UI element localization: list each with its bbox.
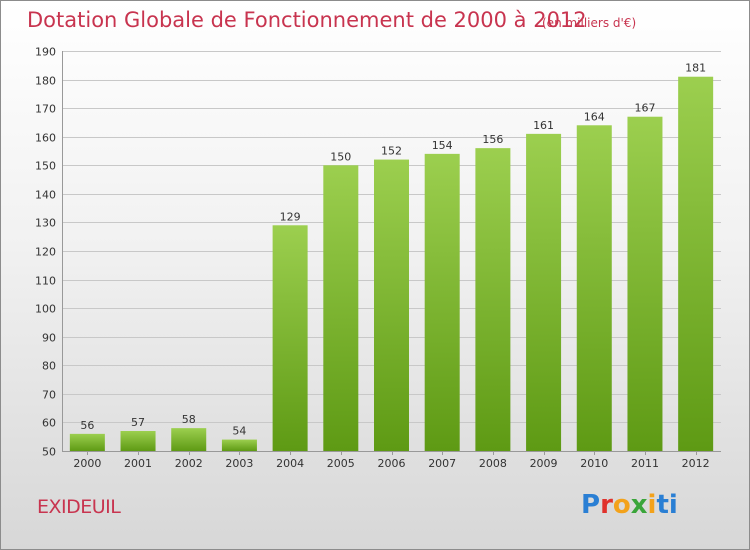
bar-value-label: 54 (232, 425, 246, 438)
bar-value-label: 167 (634, 102, 655, 115)
commune-name: EXIDEUIL (37, 496, 121, 518)
bar-value-label: 161 (533, 119, 554, 132)
y-tick-label: 120 (35, 246, 56, 259)
bar-value-label: 129 (280, 210, 301, 223)
logo-letter: x (630, 490, 648, 520)
y-tick-label: 180 (35, 75, 56, 88)
logo-letter: o (612, 490, 631, 520)
bar (221, 439, 257, 451)
y-tick-label: 170 (35, 103, 56, 116)
y-tick-label: 100 (35, 303, 56, 316)
y-tick-label: 50 (42, 446, 56, 459)
y-tick-label: 150 (35, 160, 56, 173)
bar-value-label: 164 (584, 110, 605, 123)
x-tick-label: 2012 (682, 457, 710, 470)
axes: 50 60 70 80 90 100 110 120 130 140 150 160 170 180 190… (35, 46, 721, 470)
x-tick-label: 2003 (225, 457, 253, 470)
bar-value-label: 57 (131, 416, 145, 429)
bar-value-label: 150 (330, 150, 351, 163)
bar-value-label: 154 (432, 139, 453, 152)
bar (120, 431, 156, 451)
x-tick-label: 2002 (175, 457, 203, 470)
x-tick-label: 2005 (327, 457, 355, 470)
proxiti-logo: Proxiti (581, 490, 678, 520)
bar-value-label: 152 (381, 145, 402, 158)
bar-value-label: 56 (80, 419, 94, 432)
x-tick-label: 2006 (378, 457, 406, 470)
bar-value-label: 58 (182, 413, 196, 426)
y-tick-label: 140 (35, 189, 56, 202)
y-tick-label: 160 (35, 132, 56, 145)
y-tick-label: 90 (42, 332, 56, 345)
bars (69, 76, 714, 452)
y-tick-label: 110 (35, 275, 56, 288)
bar (69, 433, 105, 451)
logo-letter: P (581, 490, 601, 520)
bar (678, 76, 714, 451)
bar (475, 148, 511, 451)
bar (374, 159, 409, 452)
x-tick-label: 2008 (479, 457, 507, 470)
bar (171, 428, 207, 451)
bar (627, 116, 663, 451)
bar (323, 165, 359, 452)
logo-letter: t (656, 490, 669, 520)
bar (576, 125, 612, 452)
logo-letter: r (600, 490, 613, 520)
logo-letter: i (668, 490, 678, 520)
bar (526, 133, 562, 451)
y-tick-label: 60 (42, 417, 56, 430)
logo-letter: i (647, 490, 657, 520)
y-tick-label: 190 (35, 46, 56, 59)
y-tick-label: 70 (42, 389, 56, 402)
bar (424, 153, 460, 451)
bar (272, 225, 308, 451)
x-tick-label: 2001 (124, 457, 152, 470)
y-tick-label: 80 (42, 360, 56, 373)
x-tick-label: 2000 (73, 457, 101, 470)
bar-value-label: 181 (685, 62, 706, 75)
y-tick-label: 130 (35, 217, 56, 230)
x-tick-label: 2007 (428, 457, 456, 470)
chart-title: Dotation Globale de Fonctionnement de 20… (27, 8, 587, 32)
x-tick-label: 2011 (631, 457, 659, 470)
x-tick-label: 2010 (580, 457, 608, 470)
x-tick-label: 2004 (276, 457, 304, 470)
x-tick-label: 2009 (530, 457, 558, 470)
bar-value-label: 156 (482, 133, 503, 146)
chart-unit-label: (en milliers d'€) (542, 16, 637, 30)
